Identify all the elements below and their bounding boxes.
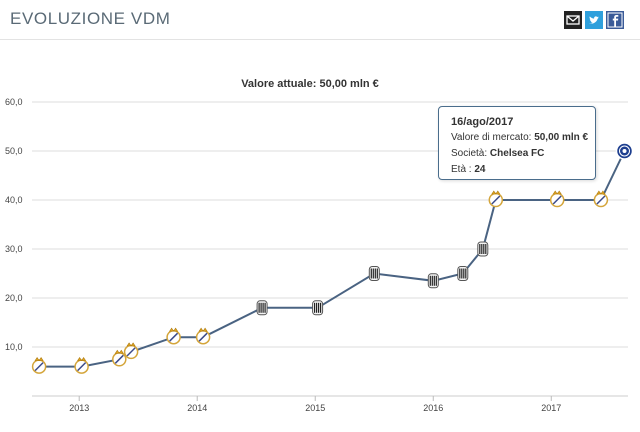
tooltip-date: 16/ago/2017 [451, 116, 514, 128]
data-point[interactable] [549, 190, 565, 208]
chart-svg: Valore attuale: 50,00 mln € 10,0 20,0 30,0… [5, 78, 634, 413]
facebook-share-icon[interactable] [606, 11, 624, 29]
y-tick-label: 50,0 [5, 146, 23, 156]
data-point[interactable] [166, 327, 181, 345]
y-tick-label: 10,0 [5, 342, 23, 352]
chart-tooltip: 16/ago/2017 Valore di mercato: 50,00 mln… [438, 106, 596, 180]
data-point[interactable] [256, 300, 268, 316]
y-tick-label: 20,0 [5, 293, 23, 303]
data-point[interactable] [31, 357, 47, 374]
tooltip-club-row: Società: Chelsea FC [451, 146, 595, 162]
x-tick-label: 2016 [423, 403, 443, 413]
tooltip-club-value: Chelsea FC [489, 148, 545, 159]
data-point[interactable] [112, 349, 127, 367]
x-tick-label: 2014 [187, 403, 207, 413]
tooltip-market-label: Valore di mercato: [451, 132, 532, 143]
email-share-icon[interactable] [564, 11, 582, 29]
tooltip-market-value: 50,00 mln € [534, 132, 589, 143]
twitter-share-icon[interactable] [585, 11, 603, 29]
data-point[interactable] [457, 266, 469, 281]
tooltip-age-row: Età : 24 [451, 162, 595, 178]
data-points [31, 142, 634, 374]
y-axis: 10,0 20,0 30,0 40,0 50,0 60,0 [5, 97, 23, 352]
x-tick-label: 2013 [69, 403, 89, 413]
data-point[interactable] [488, 190, 504, 208]
data-point[interactable] [477, 241, 489, 257]
y-tick-label: 30,0 [5, 244, 23, 254]
data-point[interactable] [123, 342, 139, 360]
tooltip-age-value: 24 [474, 164, 486, 175]
chart-title: Valore attuale: 50,00 mln € [241, 78, 379, 90]
data-point[interactable] [593, 190, 609, 208]
data-point[interactable] [427, 273, 439, 289]
data-point[interactable] [615, 142, 634, 160]
x-tick-label: 2015 [305, 403, 325, 413]
tooltip-club-label: Società: [451, 148, 488, 159]
x-tick-label: 2017 [541, 403, 561, 413]
section-header: EVOLUZIONE VDM [0, 0, 640, 40]
data-point[interactable] [74, 357, 89, 374]
x-axis: 2013 2014 2015 2016 2017 [32, 395, 628, 413]
data-point[interactable] [195, 327, 211, 345]
y-tick-label: 40,0 [5, 195, 23, 205]
data-point[interactable] [368, 266, 380, 281]
series-path [39, 150, 626, 368]
market-value-chart: Valore attuale: 50,00 mln € 10,0 20,0 30,0… [0, 40, 640, 427]
tooltip-age-label: Età : [451, 164, 472, 175]
series-line [39, 150, 626, 368]
y-tick-label: 60,0 [5, 97, 23, 107]
data-point[interactable] [312, 300, 324, 316]
section-title: EVOLUZIONE VDM [10, 9, 171, 28]
tooltip-market-value-row: Valore di mercato: 50,00 mln € [451, 130, 595, 146]
